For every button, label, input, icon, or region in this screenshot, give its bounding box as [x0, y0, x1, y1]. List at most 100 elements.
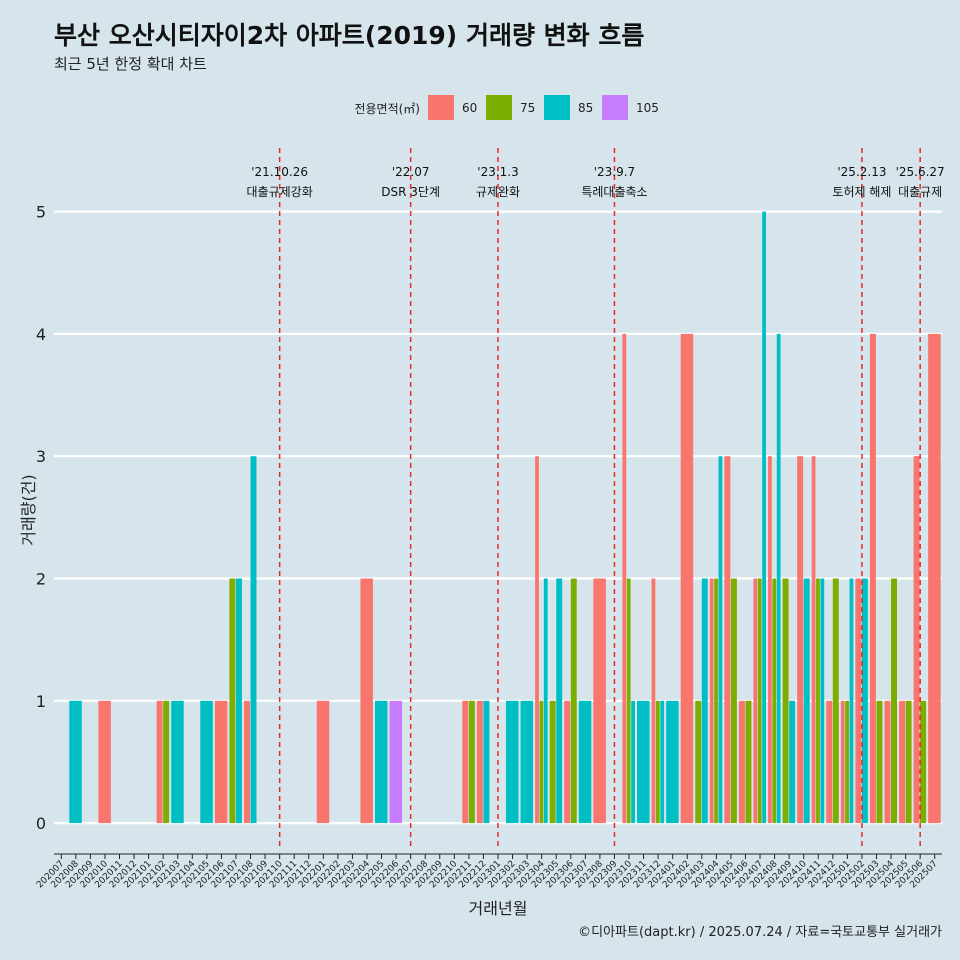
bar-85-202312 — [660, 700, 665, 824]
bar-85-202310 — [631, 700, 635, 824]
x-axis-title: 거래년월 — [469, 899, 528, 918]
event-label: 대출규제강화 — [247, 185, 313, 199]
bar-60-202504 — [884, 700, 891, 824]
bar-75-202305 — [549, 700, 556, 824]
bar-85-202408 — [776, 333, 781, 824]
event-label: 특례대출축소 — [581, 185, 647, 199]
bar-60-202204 — [360, 578, 373, 824]
event-label: 토허제 해제 — [832, 185, 891, 199]
bar-85-202307 — [578, 700, 592, 824]
bar-85-202212 — [483, 700, 490, 824]
event-date: '25.2.13 — [837, 165, 886, 179]
bar-75-202102 — [163, 700, 170, 824]
bar-85-202302 — [506, 700, 519, 824]
y-tick-label: 3 — [36, 447, 46, 466]
legend-label-60: 60 — [462, 101, 477, 115]
bar-60-202412 — [826, 700, 833, 824]
bar-75-202408 — [772, 578, 777, 824]
bar-75-202505 — [905, 700, 912, 824]
bars — [69, 211, 941, 824]
event-date: '25.6.27 — [896, 165, 945, 179]
event-label: 대출규제 — [898, 185, 942, 199]
bar-75-202412 — [832, 578, 839, 824]
bar-60-202308 — [593, 578, 606, 824]
legend-label-75: 75 — [520, 101, 535, 115]
chart-subtitle: 최근 5년 한정 확대 차트 — [54, 55, 207, 73]
bar-85-202303 — [520, 700, 534, 824]
bar-60-202505 — [899, 700, 906, 824]
bar-85-202305 — [556, 578, 563, 824]
legend-swatch-85 — [544, 95, 570, 120]
event-date: '22.07 — [392, 165, 430, 179]
legend: 전용면적(㎡) 60 75 85 105 — [354, 95, 659, 120]
bar-60-202306 — [564, 700, 571, 824]
bar-85-202409 — [789, 700, 796, 824]
bar-75-202406 — [745, 700, 752, 824]
bar-60-202502 — [855, 578, 862, 824]
bar-60-202503 — [869, 333, 876, 824]
bar-85-202103 — [171, 700, 184, 824]
bar-60-202304 — [535, 456, 539, 824]
y-tick-label: 1 — [36, 692, 46, 711]
bar-60-202312 — [651, 578, 656, 824]
bar-75-202312 — [655, 700, 660, 824]
bar-60-202201 — [316, 700, 330, 824]
bar-85-202410 — [803, 578, 810, 824]
y-tick-label: 0 — [36, 814, 46, 833]
bar-85-202404 — [718, 456, 723, 824]
y-tick-label: 5 — [36, 203, 46, 222]
bar-85-202304 — [543, 578, 548, 824]
bar-105-202206 — [389, 700, 403, 824]
bar-75-202403 — [695, 700, 702, 824]
bar-60-202506 — [913, 456, 920, 824]
bar-75-202306 — [570, 578, 577, 824]
bar-75-202409 — [782, 578, 789, 824]
bar-60-202411 — [811, 456, 816, 824]
bar-60-202106 — [214, 700, 228, 824]
y-axis-title: 거래량(건) — [19, 474, 38, 545]
bar-60-202212 — [476, 700, 483, 824]
event-date: '21.10.26 — [251, 165, 308, 179]
bar-60-202410 — [797, 456, 804, 824]
bar-85-202407 — [762, 211, 766, 824]
bar-60-202404 — [709, 578, 714, 824]
bar-60-202102 — [156, 700, 163, 824]
bar-85-202107 — [235, 578, 242, 824]
bar-60-202405 — [724, 456, 731, 824]
event-label: DSR 3단계 — [381, 185, 440, 199]
bar-85-202008 — [69, 700, 82, 824]
event-lines: '21.10.26 대출규제강화 '22.07 DSR 3단계 '23.1.3 규제완화 '… — [247, 148, 945, 850]
chart-title: 부산 오산시티자이2차 아파트(2019) 거래량 변화 흐름 — [54, 21, 644, 50]
legend-swatch-75 — [486, 95, 512, 120]
bar-60-202507 — [928, 333, 941, 824]
legend-title: 전용면적(㎡) — [354, 102, 420, 116]
event-date: '23.9.7 — [594, 165, 635, 179]
bar-75-202503 — [876, 700, 883, 824]
bar-85-202108 — [250, 456, 257, 824]
legend-swatch-105 — [602, 95, 628, 120]
y-tick-label: 4 — [36, 325, 46, 344]
y-axis: 0 1 2 3 4 5 — [36, 203, 46, 833]
bar-60-202310 — [622, 333, 627, 824]
bar-85-202411 — [820, 578, 825, 824]
bar-75-202501 — [845, 700, 849, 824]
bar-85-202105 — [200, 700, 213, 824]
bar-75-202211 — [468, 700, 475, 824]
bar-75-202405 — [730, 578, 737, 824]
bar-75-202107 — [229, 578, 236, 824]
legend-label-85: 85 — [578, 101, 593, 115]
chart-caption: ©디아파트(dapt.kr) / 2025.07.24 / 자료=국토교통부 실… — [578, 925, 942, 940]
bar-85-202502 — [861, 578, 868, 824]
event-label: 규제완화 — [476, 185, 520, 199]
bar-75-202404 — [714, 578, 718, 824]
bar-60-202501 — [840, 700, 845, 824]
x-axis: 2020072020082020092020102020112020122021… — [35, 853, 942, 890]
bar-60-202010 — [98, 700, 111, 824]
bar-60-202402 — [680, 333, 694, 824]
bar-60-202406 — [738, 700, 745, 824]
y-tick-label: 2 — [36, 569, 46, 588]
bar-85-202403 — [701, 578, 708, 824]
legend-swatch-60 — [428, 95, 454, 120]
bar-75-202304 — [539, 700, 544, 824]
